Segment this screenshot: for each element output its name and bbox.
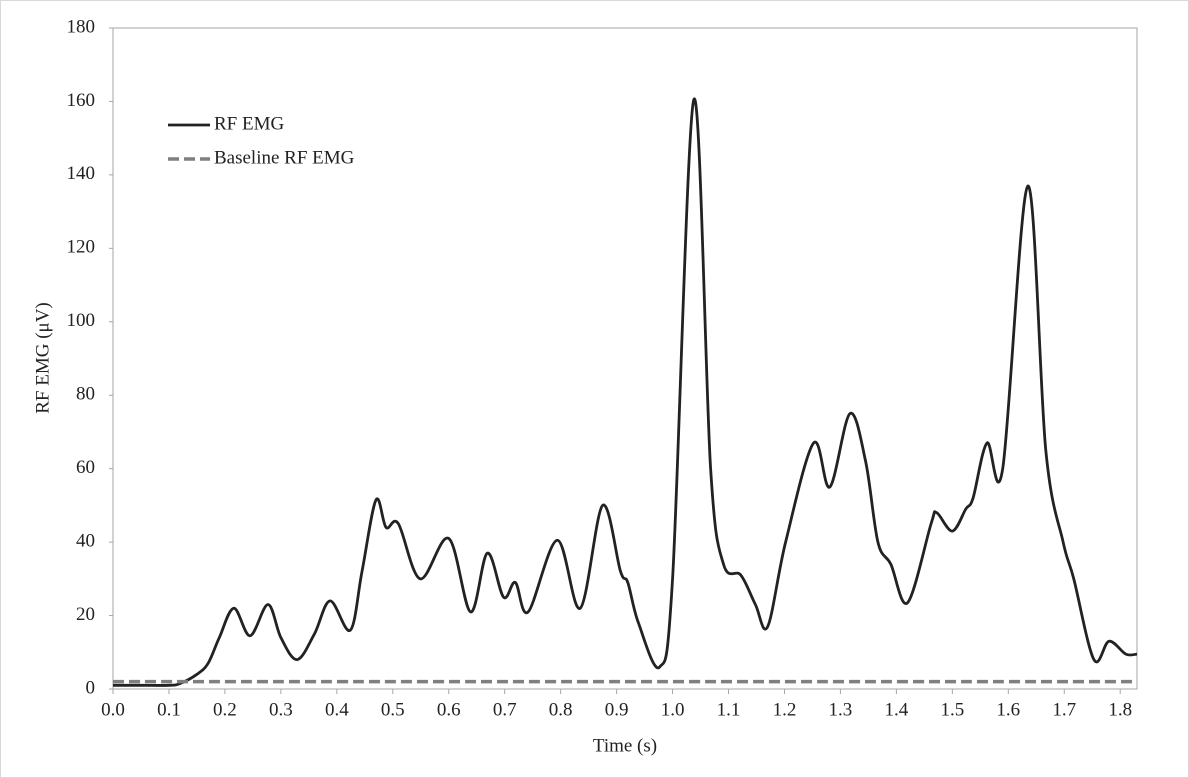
x-tick-label: 0.4 — [325, 699, 349, 720]
x-tick-label: 1.8 — [1108, 699, 1132, 720]
x-tick-label: 0.3 — [269, 699, 293, 720]
y-axis-title: RF EMG (μV) — [32, 302, 53, 414]
x-tick-label: 1.2 — [773, 699, 797, 720]
y-tick-label: 60 — [76, 457, 95, 478]
x-tick-label: 0.8 — [549, 699, 573, 720]
x-tick-label: 0.1 — [157, 699, 181, 720]
x-tick-label: 0.2 — [213, 699, 237, 720]
y-tick-label: 140 — [67, 163, 96, 184]
y-tick-label: 40 — [76, 530, 95, 551]
x-tick-label: 0.7 — [493, 699, 517, 720]
x-tick-label: 0.5 — [381, 699, 405, 720]
x-tick-label: 0.0 — [101, 699, 125, 720]
y-tick-label: 160 — [67, 90, 96, 111]
data-line — [113, 97, 1138, 687]
y-tick-label: 100 — [67, 310, 96, 331]
x-tick-label: 0.6 — [437, 699, 461, 720]
x-tick-label: 1.7 — [1052, 699, 1076, 720]
y-tick-label: 0 — [86, 677, 96, 698]
y-tick-label: 20 — [76, 604, 95, 625]
x-tick-label: 1.1 — [717, 699, 741, 720]
y-tick-label: 80 — [76, 384, 95, 405]
x-tick-label: 1.6 — [996, 699, 1020, 720]
x-tick-label: 1.5 — [940, 699, 964, 720]
y-tick-label: 120 — [67, 237, 96, 258]
plot-area — [112, 27, 1138, 690]
x-tick-label: 1.0 — [661, 699, 685, 720]
x-tick-label: 1.4 — [885, 699, 909, 720]
x-tick-label: 0.9 — [605, 699, 629, 720]
legend-label: RF EMG — [214, 113, 284, 134]
x-axis-title: Time (s) — [593, 735, 657, 756]
y-tick-label: 180 — [67, 16, 96, 37]
x-tick-label: 1.3 — [829, 699, 853, 720]
legend-label: Baseline RF EMG — [214, 147, 355, 168]
